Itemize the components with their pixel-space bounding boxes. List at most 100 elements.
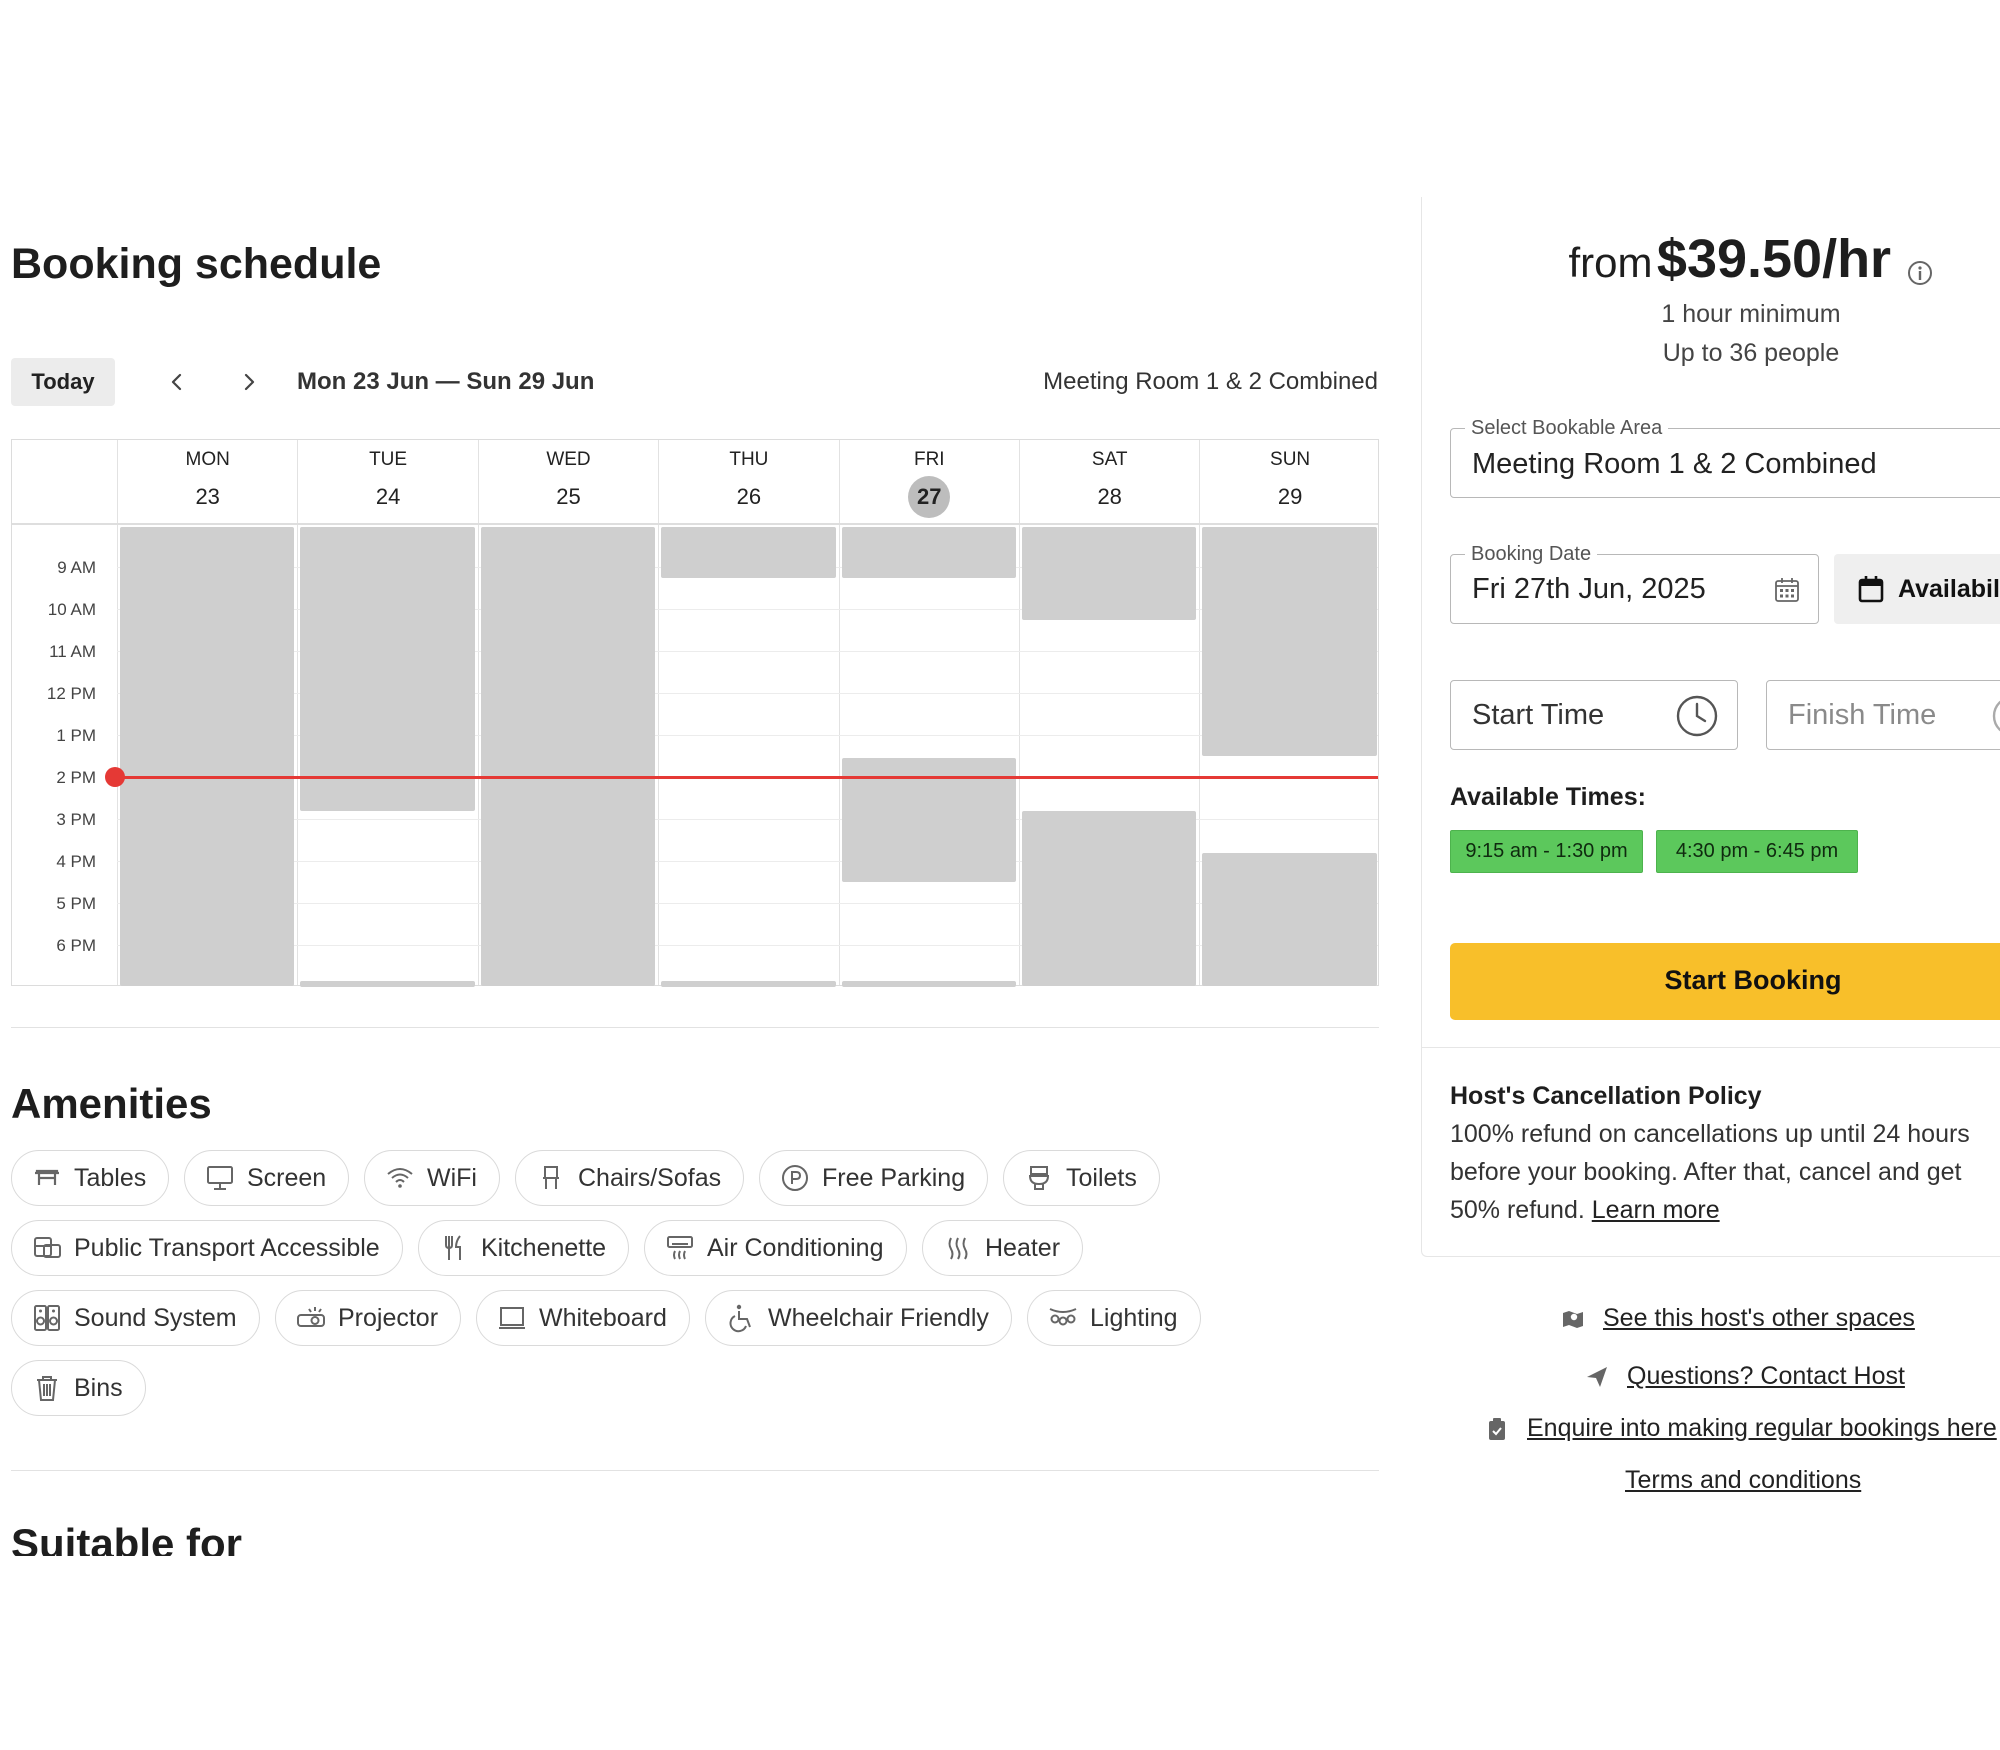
day-column-divider [477,525,479,985]
amenity-chip: Sound System [11,1290,260,1346]
calendar-header-divider [12,523,1378,525]
contact-host-link[interactable]: Questions? Contact Host [1585,1362,1905,1391]
hour-label: 12 PM [46,684,96,703]
day-name: SUN [1270,449,1311,470]
amenity-label: Bins [74,1373,123,1402]
unavailable-block [661,980,836,987]
unavailable-block [300,980,475,987]
day-column-divider [297,525,299,985]
amenity-label: Air Conditioning [707,1233,884,1262]
room-label: Meeting Room 1 & 2 Combined [1043,368,1378,395]
unavailable-block [841,980,1016,987]
other-spaces-link[interactable]: See this host's other spaces [1561,1304,1915,1333]
screen-icon [207,1166,233,1190]
finish-time-field[interactable]: Finish Time [1766,680,2000,750]
availability-button[interactable]: Availability [1834,554,2000,624]
amenity-chip: Heater [922,1220,1084,1276]
current-time-line [115,776,1378,779]
amenity-label: Screen [247,1163,327,1192]
cancellation-line: 50% refund. Learn more [1450,1191,2000,1229]
kitchen-icon [445,1235,461,1260]
clock-icon [1992,700,2000,732]
amenity-label: Free Parking [822,1163,966,1192]
bookable-area-select[interactable]: Select Bookable Area Meeting Room 1 & 2 … [1450,417,2000,498]
unavailable-block [1022,527,1197,620]
page-title: Booking schedule [11,240,382,288]
start-booking-label: Start Booking [1664,965,1842,995]
calendar-grid-icon[interactable] [1773,576,1801,604]
regular-bookings-link[interactable]: Enquire into making regular bookings her… [1485,1414,1997,1443]
calendar-icon [1858,576,1884,603]
amenity-label: Projector [338,1303,439,1332]
amenity-chip: Toilets [1003,1150,1160,1206]
today-button[interactable]: Today [11,358,115,406]
hour-gridline [117,735,1378,736]
day-header: SUN 29 [1199,440,1379,523]
unavailable-block [480,527,656,986]
day-header: THU 26 [658,440,838,523]
unavailable-block [120,527,295,986]
amenity-chip: Projector [275,1290,462,1346]
table-icon [35,1169,59,1185]
contact-host-label: Questions? Contact Host [1627,1362,1905,1390]
hour-gridline [117,651,1378,652]
amenity-chip: Kitchenette [418,1220,630,1276]
bin-icon [37,1376,57,1401]
booking-date-value: Fri 27th Jun, 2025 [1472,573,1706,605]
minimum-hours: 1 hour minimum [1661,300,1841,328]
clipboard-icon [1489,1417,1505,1440]
finish-time-placeholder: Finish Time [1788,699,1937,731]
unavailable-block [1202,852,1377,986]
hour-gridline [117,819,1378,820]
hour-gridline [117,609,1378,610]
info-icon[interactable] [1906,259,1934,287]
cancellation-line: before your booking. After that, cancel … [1450,1158,1962,1186]
amenity-label: Tables [74,1163,147,1192]
hour-label: 4 PM [56,852,96,871]
previous-week-button[interactable] [161,366,193,398]
chevron-left-icon [171,373,182,391]
day-name: WED [546,449,591,470]
terms-link[interactable]: Terms and conditions [1625,1466,1861,1495]
day-number-today: 27 [908,476,951,518]
amenity-label: Lighting [1090,1303,1178,1332]
parking-icon [782,1165,808,1191]
hour-gridline [117,693,1378,694]
section-divider [11,1470,1379,1471]
amenity-chip: Free Parking [759,1150,989,1206]
toilet-icon [1028,1166,1050,1190]
day-column-divider [838,525,840,985]
hour-label: 3 PM [56,810,96,829]
amenity-chip: Whiteboard [476,1290,690,1346]
chair-icon [543,1166,559,1189]
cancellation-line: 100% refund on cancellations up until 24… [1450,1120,1970,1148]
day-name: FRI [913,449,945,470]
price-line: from $39.50/hr [1421,228,2000,290]
heater-icon [948,1237,968,1260]
day-header: WED 25 [477,440,658,523]
booking-date-legend: Booking Date [1465,543,1598,566]
learn-more-link[interactable]: Learn more [1591,1196,1720,1224]
section-divider [11,1027,1379,1028]
bookable-area-value: Meeting Room 1 & 2 Combined [1472,448,1877,480]
day-column-divider [1199,525,1201,985]
time-slot[interactable]: 9:15 am - 1:30 pm [1450,830,1643,873]
time-slot[interactable]: 4:30 pm - 6:45 pm [1656,830,1858,873]
bookable-area-legend: Select Bookable Area [1465,417,1669,440]
amenity-label: Chairs/Sofas [578,1163,722,1192]
start-booking-button[interactable]: Start Booking [1450,943,2000,1020]
whiteboard-icon [499,1307,525,1329]
day-column-divider [1019,525,1020,985]
amenity-chip: Screen [184,1150,350,1206]
booking-date-field[interactable]: Booking Date Fri 27th Jun, 2025 [1450,543,1819,624]
start-time-field[interactable]: Start Time [1450,680,1738,750]
next-week-button[interactable] [233,366,265,398]
panel-divider [1422,1047,2000,1048]
amenity-chip: Bins [11,1360,146,1416]
day-header: SAT 28 [1019,440,1199,523]
suitable-for-title: Suitable for [11,1520,243,1556]
price-from-label: from [1568,239,1653,286]
day-column-divider [117,525,118,985]
unavailable-block [661,527,836,578]
day-number: 23 [195,484,220,509]
